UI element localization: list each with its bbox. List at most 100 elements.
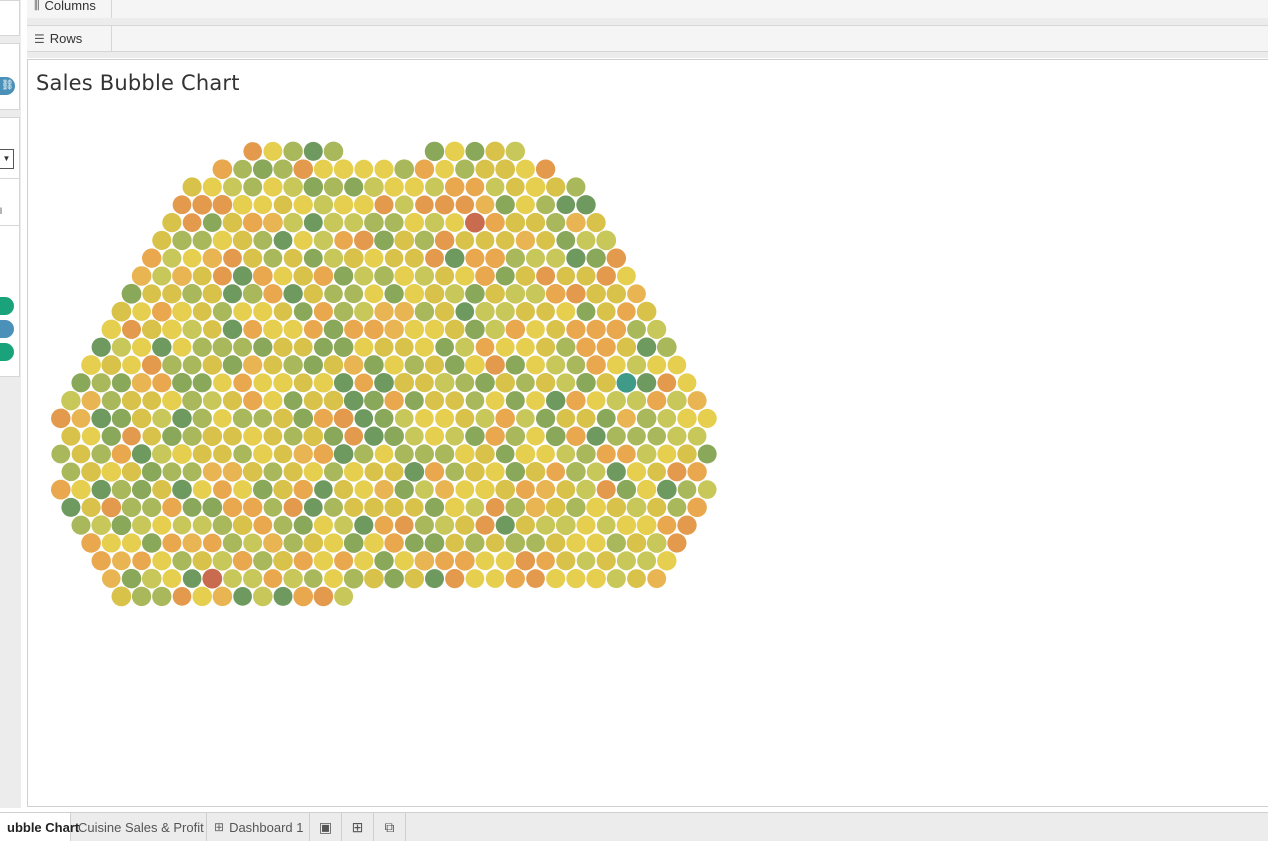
bubble-mark[interactable] [101, 355, 122, 375]
bubble-mark[interactable] [677, 373, 697, 393]
bubble-mark[interactable] [424, 533, 445, 553]
bubble-mark[interactable] [252, 159, 273, 180]
bubble-mark[interactable] [263, 248, 283, 268]
bubble-mark[interactable] [404, 212, 425, 233]
bubble-mark[interactable] [455, 444, 475, 464]
bubble-mark[interactable] [404, 533, 424, 553]
bubble-mark[interactable] [495, 373, 515, 393]
bubble-mark[interactable] [61, 497, 81, 517]
bubble-mark[interactable] [222, 319, 243, 340]
bubble-mark[interactable] [566, 461, 586, 482]
bubble-mark[interactable] [303, 284, 323, 304]
bubble-mark[interactable] [475, 373, 495, 393]
bubble-mark[interactable] [526, 320, 545, 339]
bubble-mark[interactable] [536, 302, 555, 321]
bubble-mark[interactable] [444, 319, 465, 340]
bubble-mark[interactable] [414, 159, 435, 179]
bubble-mark[interactable] [162, 390, 182, 411]
bubble-mark[interactable] [111, 408, 132, 429]
bubble-mark[interactable] [404, 568, 425, 589]
bubble-mark[interactable] [495, 408, 515, 429]
bubble-mark[interactable] [636, 444, 657, 464]
bubble-mark[interactable] [283, 568, 303, 589]
bubble-mark[interactable] [485, 569, 505, 588]
bubble-mark[interactable] [323, 248, 344, 268]
bubble-mark[interactable] [152, 586, 172, 607]
bubble-mark[interactable] [526, 355, 545, 375]
bubble-mark[interactable] [131, 444, 152, 464]
bubble-mark[interactable] [525, 248, 546, 268]
bubble-mark[interactable] [182, 355, 202, 375]
bubble-mark[interactable] [576, 266, 596, 286]
bubble-mark[interactable] [81, 533, 101, 553]
bubble-mark[interactable] [334, 551, 354, 571]
bubble-mark[interactable] [233, 302, 252, 321]
bubble-mark[interactable] [617, 302, 636, 321]
bubble-mark[interactable] [162, 248, 182, 268]
bubble-mark[interactable] [516, 409, 535, 428]
bubble-mark[interactable] [364, 319, 384, 340]
left-card-input[interactable] [0, 178, 20, 226]
bubble-mark[interactable] [667, 426, 687, 446]
bubble-mark[interactable] [394, 230, 415, 251]
bubble-mark[interactable] [232, 515, 253, 536]
bubble-mark[interactable] [101, 497, 122, 518]
bubble-mark[interactable] [394, 551, 414, 571]
bubble-mark[interactable] [142, 497, 162, 518]
bubble-mark[interactable] [334, 480, 354, 500]
bubble-mark[interactable] [303, 355, 323, 375]
bubble-mark[interactable] [647, 426, 666, 446]
bubble-mark[interactable] [566, 212, 586, 233]
bubble-mark[interactable] [576, 373, 596, 393]
bubble-mark[interactable] [465, 533, 485, 553]
bubble-mark[interactable] [111, 586, 132, 607]
bubble-mark[interactable] [485, 426, 505, 446]
bubble-mark[interactable] [182, 533, 202, 553]
bubble-mark[interactable] [344, 213, 364, 233]
bubble-mark[interactable] [374, 480, 394, 500]
bubble-mark[interactable] [192, 337, 212, 357]
bubble-mark[interactable] [91, 408, 112, 429]
bubble-mark[interactable] [222, 391, 243, 411]
bubble-mark[interactable] [323, 177, 344, 197]
bubble-mark[interactable] [415, 409, 434, 428]
bubble-mark[interactable] [344, 426, 364, 446]
bubble-mark[interactable] [364, 355, 384, 375]
bubble-mark[interactable] [323, 426, 344, 446]
bubble-mark[interactable] [293, 479, 313, 500]
bubble-mark[interactable] [576, 337, 596, 357]
bubble-mark[interactable] [192, 586, 212, 607]
bubble-mark[interactable] [505, 497, 526, 518]
bubble-mark[interactable] [91, 479, 111, 500]
bubble-mark[interactable] [424, 391, 445, 411]
bubble-mark[interactable] [465, 569, 485, 588]
bubble-mark[interactable] [111, 515, 132, 536]
bubble-mark[interactable] [162, 462, 182, 482]
bubble-mark[interactable] [81, 497, 101, 517]
bubble-mark[interactable] [434, 444, 455, 464]
bubble-mark[interactable] [202, 248, 223, 268]
bubble-mark[interactable] [687, 497, 707, 518]
bubble-mark[interactable] [112, 551, 131, 571]
bubble-mark[interactable] [384, 355, 404, 375]
bubble-mark[interactable] [354, 373, 374, 393]
bubble-mark[interactable] [273, 479, 293, 500]
bubble-mark[interactable] [505, 568, 525, 589]
bubble-mark[interactable] [374, 372, 394, 393]
bubble-mark[interactable] [536, 230, 556, 250]
bubble-mark[interactable] [132, 302, 151, 321]
bubble-mark[interactable] [111, 444, 132, 464]
bubble-mark[interactable] [273, 550, 293, 571]
bubble-mark[interactable] [152, 515, 172, 535]
bubble-mark[interactable] [465, 319, 485, 340]
bubble-mark[interactable] [293, 515, 313, 535]
bubble-mark[interactable] [495, 195, 515, 215]
new-worksheet-icon[interactable]: ▣ [310, 813, 342, 841]
bubble-mark[interactable] [384, 497, 404, 517]
bubble-mark[interactable] [101, 461, 122, 482]
bubble-mark[interactable] [333, 159, 354, 179]
tab-cuisine-sales-profit[interactable]: Cuisine Sales & Profit [71, 813, 207, 841]
bubble-mark[interactable] [354, 409, 374, 428]
bubble-mark[interactable] [81, 461, 101, 482]
bubble-mark[interactable] [152, 266, 172, 286]
